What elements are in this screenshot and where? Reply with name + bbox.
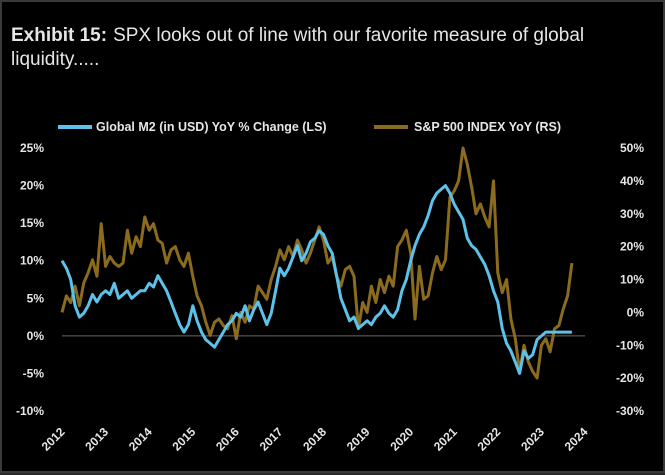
y-left-tick-label: 0% [27,329,45,343]
x-tick-label: 2021 [431,425,460,454]
x-tick-label: 2019 [344,425,373,454]
y-left-tick-label: -5% [23,366,45,380]
y-right-tick-label: 10% [620,273,644,287]
y-axis-right: 50% 40% 30% 20% 10% 0% -10% -20% -30% [616,141,644,418]
y-right-tick-label: 0% [627,305,645,319]
x-tick-label: 2014 [126,425,155,454]
exhibit-title: SPX looks out of line with our favorite … [11,25,585,70]
x-tick-label: 2020 [387,425,416,454]
exhibit-label: Exhibit 15: [11,25,108,46]
x-tick-label: 2023 [518,425,547,454]
y-axis-left: 25% 20% 15% 10% 5% 0% -5% -10% [16,141,44,418]
y-left-tick-label: 10% [20,254,44,268]
y-right-tick-label: -30% [616,404,644,418]
y-left-tick-label: 5% [27,291,45,305]
legend-spx-label: S&P 500 INDEX YoY (RS) [414,120,561,134]
y-right-tick-label: 20% [620,240,644,254]
y-left-tick-label: 15% [20,216,44,230]
x-axis: 2012 2013 2014 2015 2016 2017 2018 2019 2020 2021… [39,425,591,454]
y-right-tick-label: -20% [616,371,644,385]
y-right-tick-label: 50% [620,141,644,155]
x-tick-label: 2013 [82,425,111,454]
y-left-tick-label: 20% [20,179,44,193]
legend-m2-label: Global M2 (in USD) YoY % Change (LS) [96,120,327,134]
series-line-m2 [60,184,572,375]
chart-legend: Global M2 (in USD) YoY % Change (LS) S&P… [58,120,561,134]
x-tick-label: 2024 [562,425,591,454]
exhibit-header: Exhibit 15: SPX looks out of line with ou… [11,24,651,72]
series-line-spx [60,146,574,380]
x-tick-label: 2012 [39,425,68,454]
x-tick-label: 2015 [170,425,199,454]
y-left-tick-label: -10% [16,404,44,418]
x-tick-label: 2022 [475,425,504,454]
y-left-tick-label: 25% [20,141,44,155]
x-tick-label: 2017 [257,425,286,454]
x-tick-label: 2016 [213,425,242,454]
x-tick-label: 2018 [300,425,329,454]
y-right-tick-label: -10% [616,338,644,352]
y-right-tick-label: 30% [620,207,644,221]
y-right-tick-label: 40% [620,174,644,188]
